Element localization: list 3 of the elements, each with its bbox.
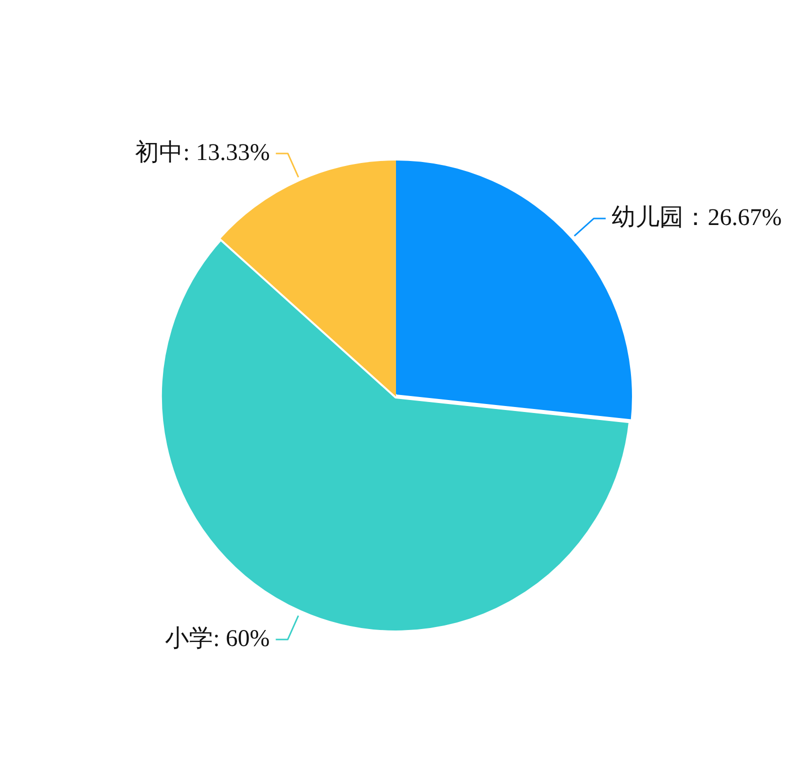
slice-label: 初中: 13.33% — [135, 138, 270, 166]
slice-label: 小学: 60% — [165, 626, 270, 652]
slice-label: 幼儿园：26.67% — [612, 204, 782, 231]
